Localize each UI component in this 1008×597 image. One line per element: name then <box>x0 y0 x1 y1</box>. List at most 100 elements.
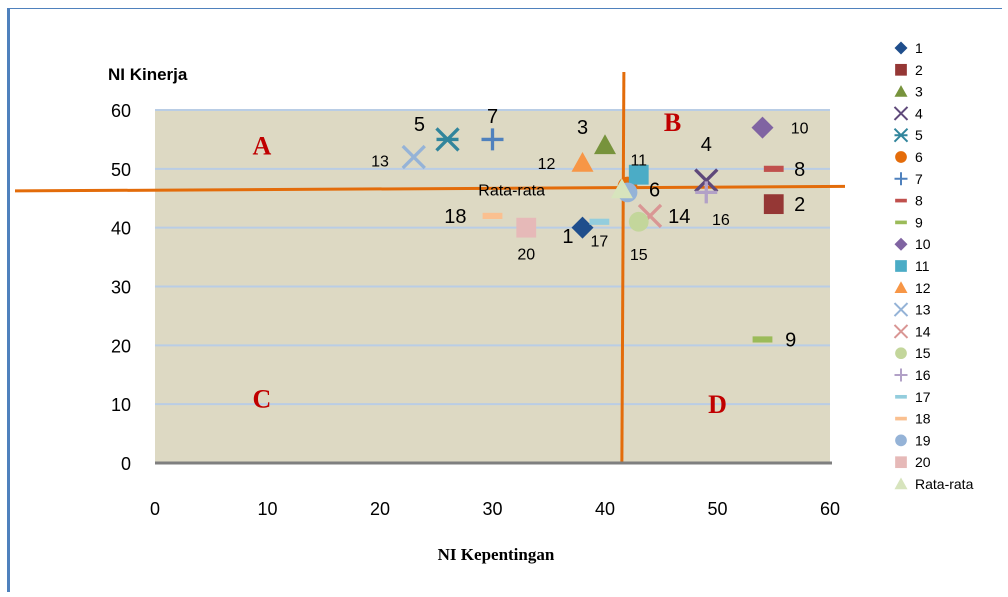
legend-entry-rata-rata-marker <box>894 477 908 490</box>
x-tick-label-3: 30 <box>482 499 502 519</box>
legend-entry-2-marker <box>895 63 907 76</box>
data-point-12 <box>571 151 594 172</box>
legend-entry-14-marker <box>893 324 909 339</box>
y-tick-label-1: 10 <box>111 395 131 415</box>
legend-entry-16-marker <box>894 368 908 382</box>
frame-top-border <box>8 8 1002 9</box>
legend-entry-13-marker <box>893 302 909 317</box>
legend-entry-18: 18 <box>895 411 931 427</box>
legend-entry-1: 1 <box>894 40 923 56</box>
legend-entry-14: 14 <box>893 323 931 339</box>
x-tick-label-6: 60 <box>820 499 840 519</box>
x-tick-label-2: 20 <box>370 499 390 519</box>
point-label-11: 11 <box>630 152 647 169</box>
legend-entry-19-marker <box>895 434 907 447</box>
legend-entry-6: 6 <box>895 149 923 165</box>
legend-entry-7-label: 7 <box>915 171 923 187</box>
y-tick-label-6: 60 <box>111 101 131 121</box>
y-tick-label-2: 20 <box>111 336 131 356</box>
legend-entry-7-marker <box>894 172 908 186</box>
legend-entry-10: 10 <box>894 236 931 252</box>
legend-entry-2-label: 2 <box>915 62 923 78</box>
legend-entry-11: 11 <box>895 258 930 274</box>
quadrant-label-c: C <box>252 384 271 413</box>
quadrant-label-a: A <box>252 131 271 160</box>
data-point-3 <box>594 134 616 155</box>
point-label-8: 8 <box>794 159 805 181</box>
data-point-4 <box>694 168 719 193</box>
point-label-10: 10 <box>791 121 809 138</box>
point-label-4: 4 <box>701 134 712 156</box>
legend-entry-17-marker <box>895 394 907 399</box>
data-point-10 <box>751 116 774 139</box>
point-label-14: 14 <box>668 206 690 228</box>
point-label-rata-rata: Rata-rata <box>478 182 545 199</box>
legend-entry-9-label: 9 <box>915 214 923 230</box>
point-label-16: 16 <box>712 212 730 229</box>
legend-entry-11-marker <box>895 260 907 272</box>
point-label-13: 13 <box>371 154 389 171</box>
point-labels: ABC D12345678910111213141516171820Rata-ra… <box>252 106 808 419</box>
legend-entry-5-label: 5 <box>915 127 923 143</box>
legend-entry-5-marker <box>893 127 909 143</box>
legend-entry-8: 8 <box>895 193 923 209</box>
legend-entry-3: 3 <box>894 84 923 100</box>
legend-entry-8-label: 8 <box>915 193 923 209</box>
point-label-17: 17 <box>590 234 608 251</box>
legend-entry-13-label: 13 <box>915 302 931 318</box>
legend-entry-12-label: 12 <box>915 280 931 296</box>
y-tick-label-0: 0 <box>121 454 131 474</box>
data-point-18 <box>482 212 503 219</box>
point-label-12: 12 <box>538 156 556 173</box>
data-point-7 <box>481 128 504 151</box>
legend-entry-20: 20 <box>895 454 931 470</box>
legend-entry-20-label: 20 <box>915 454 931 470</box>
legend-entry-rata-rata: Rata-rata <box>894 476 974 492</box>
data-point-13 <box>401 144 426 170</box>
data-point-8 <box>763 165 784 172</box>
point-label-3: 3 <box>577 117 588 139</box>
legend-entry-20-marker <box>895 456 907 469</box>
legend-entry-19: 19 <box>895 432 931 448</box>
data-point-2 <box>763 194 784 215</box>
legend-entry-15-label: 15 <box>915 345 931 361</box>
legend-entry-4-label: 4 <box>915 105 923 121</box>
y-tick-label-4: 40 <box>111 219 131 239</box>
data-point-20 <box>516 217 537 238</box>
data-point-5 <box>435 127 460 152</box>
point-label-9: 9 <box>785 329 796 351</box>
quadrant-label-b: B <box>664 108 681 137</box>
legend-entry-17: 17 <box>895 389 931 405</box>
point-label-18: 18 <box>444 206 466 228</box>
data-point-9 <box>752 336 773 343</box>
legend-entry-12: 12 <box>894 280 931 296</box>
legend-entry-3-label: 3 <box>915 84 923 100</box>
legend-entry-5: 5 <box>893 127 923 143</box>
data-point-16 <box>695 181 718 204</box>
legend-entry-17-label: 17 <box>915 389 931 405</box>
quadrant-label-d: D <box>708 390 727 419</box>
x-axis-title: NI Kepentingan <box>438 545 555 564</box>
legend-entry-3-marker <box>894 85 908 97</box>
legend-entry-7: 7 <box>894 171 923 187</box>
legend-entry-6-marker <box>895 151 907 163</box>
point-label-15: 15 <box>630 247 648 264</box>
y-tick-label-3: 30 <box>111 278 131 298</box>
y-tick-label-5: 50 <box>111 160 131 180</box>
point-label-5: 5 <box>414 114 425 136</box>
legend-entry-4: 4 <box>893 105 923 121</box>
legend-entry-1-label: 1 <box>915 40 923 56</box>
x-tick-label-0: 0 <box>150 499 160 519</box>
data-point-17 <box>589 218 610 225</box>
legend-entry-2: 2 <box>895 62 923 78</box>
point-label-7: 7 <box>487 106 498 128</box>
legend-entry-4-marker <box>893 106 909 121</box>
legend-entry-15: 15 <box>895 345 931 361</box>
data-point-rata-rata <box>610 178 633 199</box>
point-label-2: 2 <box>794 194 805 216</box>
y-axis-title: NI Kinerja <box>108 65 188 84</box>
legend-entry-9: 9 <box>895 214 923 230</box>
legend-entry-13: 13 <box>893 302 931 318</box>
